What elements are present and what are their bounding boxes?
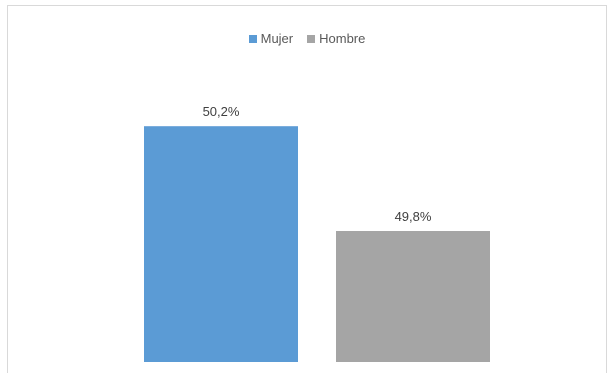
legend-label-hombre: Hombre — [319, 31, 366, 46]
data-label-mujer: 50,2% — [203, 104, 240, 119]
chart-legend: Mujer Hombre — [0, 31, 614, 46]
bar-mujer — [144, 126, 298, 362]
data-label-hombre: 49,8% — [395, 209, 432, 224]
legend-swatch-hombre — [307, 34, 316, 43]
chart-frame — [7, 5, 607, 373]
legend-label-mujer: Mujer — [260, 31, 294, 46]
legend-swatch-mujer — [248, 34, 257, 43]
legend-item-mujer: Mujer — [248, 31, 294, 46]
legend-item-hombre: Hombre — [307, 31, 365, 46]
bar-hombre — [336, 231, 490, 362]
